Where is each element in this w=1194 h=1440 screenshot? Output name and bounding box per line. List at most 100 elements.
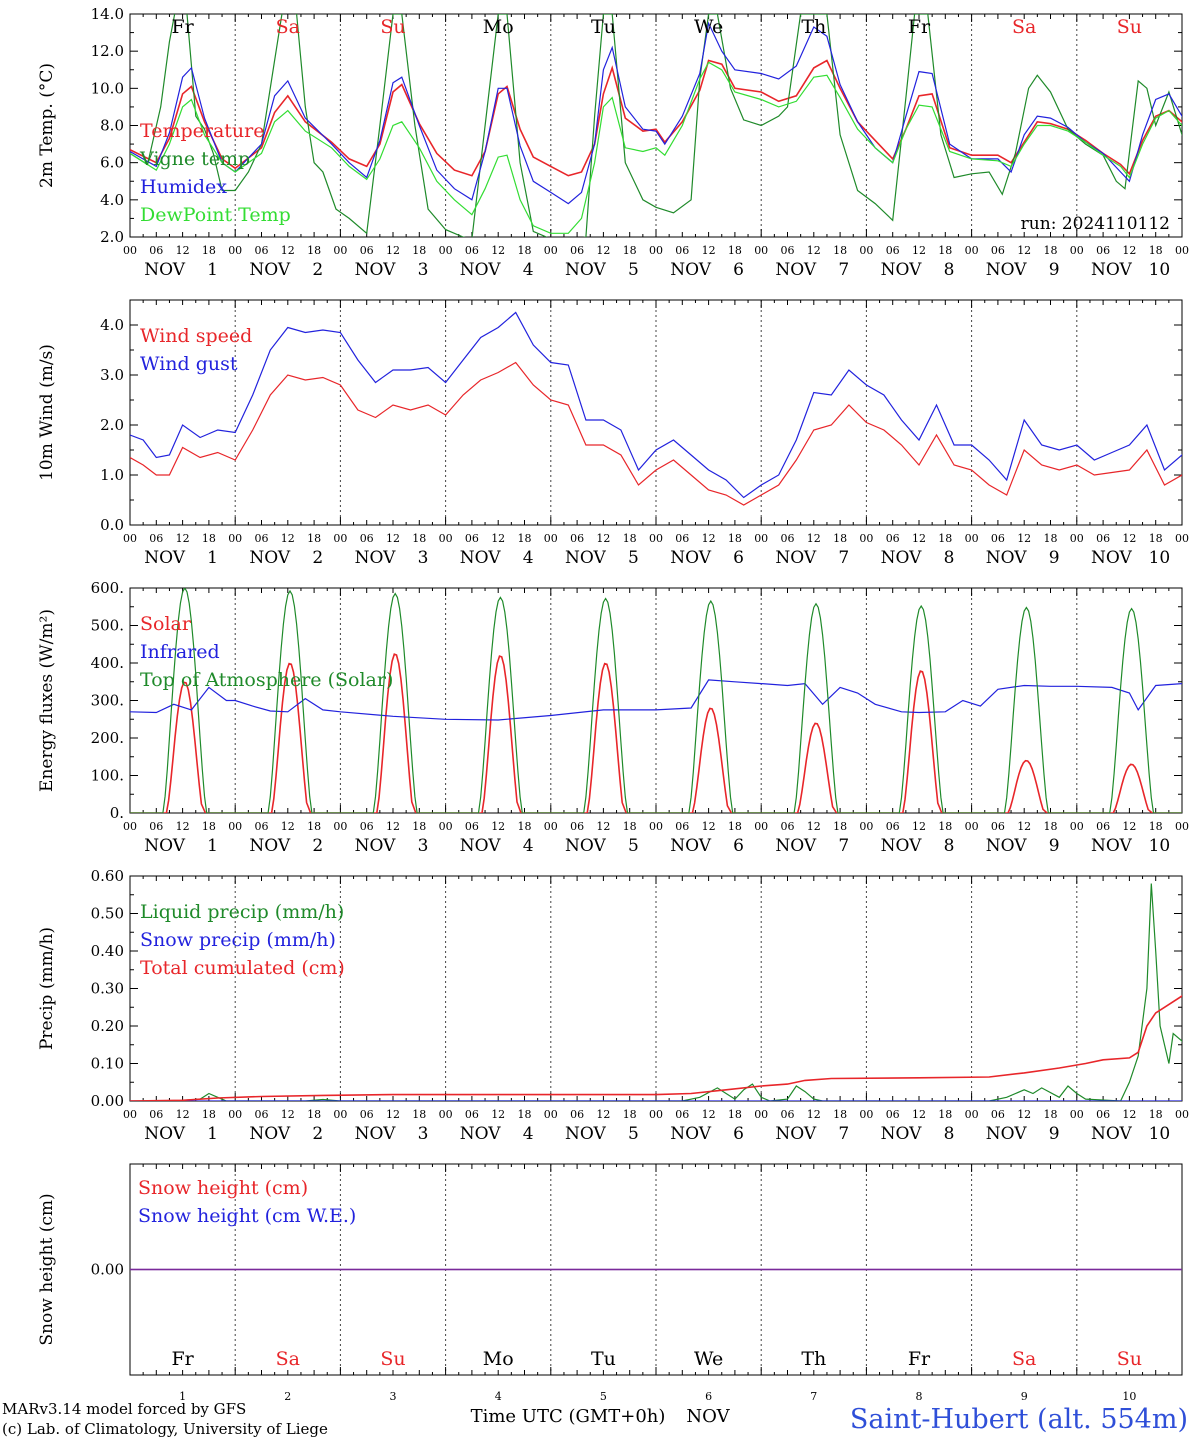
x-tick-label: 06 — [360, 532, 374, 545]
y-tick-label: 200. — [91, 729, 124, 747]
date-month: NOV — [144, 260, 186, 280]
x-tick-label: 18 — [202, 244, 216, 257]
series-line-temperature — [130, 59, 1182, 177]
date-month: NOV — [881, 836, 923, 856]
y-tick-label: 4.0 — [100, 191, 124, 209]
x-tick-label: 12 — [386, 820, 400, 833]
x-tick-label: 00 — [859, 1108, 873, 1121]
x-tick-label: 18 — [412, 532, 426, 545]
x-tick-label: 00 — [228, 1108, 242, 1121]
x-tick-label: 00 — [649, 1108, 663, 1121]
x-tick-label: 12 — [807, 244, 821, 257]
series-group — [130, 588, 1182, 813]
x-tick-label: 18 — [938, 532, 952, 545]
date-month: NOV — [565, 836, 607, 856]
x-tick-label: 06 — [360, 1108, 374, 1121]
x-tick-label: 06 — [675, 532, 689, 545]
x-tick-label: 06 — [1096, 1108, 1110, 1121]
x-tick-label: 06 — [991, 820, 1005, 833]
x-tick-label: 00 — [1070, 244, 1084, 257]
weekday-label: We — [694, 1348, 723, 1370]
y-tick-label: 0.00 — [91, 1092, 124, 1110]
series-line-infrared — [130, 679, 1182, 721]
x-tick-label: 12 — [702, 532, 716, 545]
y-tick-label: 0.40 — [91, 942, 124, 960]
weekday-label: Su — [380, 16, 405, 38]
x-tick-label: 12 — [1122, 244, 1136, 257]
y-tick-label: 0. — [110, 804, 124, 822]
x-tick-label: 12 — [702, 1108, 716, 1121]
x-tick-label: 00 — [333, 1108, 347, 1121]
x-tick-label: 18 — [202, 1108, 216, 1121]
x-tick-label: 12 — [176, 532, 190, 545]
date-day: 1 — [207, 260, 218, 280]
date-month: NOV — [355, 836, 397, 856]
date-day: 10 — [1149, 836, 1171, 856]
x-tick-label: 12 — [281, 244, 295, 257]
date-month: NOV — [355, 548, 397, 568]
panel-1: 00 06 12 18 00 06 12 18 00 06 12 18 00 06 12 18 00 06 12 18… — [37, 5, 1189, 280]
x-tick-label: 12 — [491, 1108, 505, 1121]
x-tick-label: 06 — [149, 820, 163, 833]
x-tick-label: 12 — [596, 244, 610, 257]
x-tick-label: 00 — [965, 1108, 979, 1121]
y-tick-label: 10.0 — [91, 79, 124, 97]
panel-2: 00 06 12 18 00 06 12 18 00 06 12 18 00 06 12 18 00 06 12 18… — [37, 299, 1189, 568]
x-tick-label: 06 — [886, 1108, 900, 1121]
y-axis-label: Snow height (cm) — [37, 1193, 57, 1345]
x-tick-label: 18 — [833, 244, 847, 257]
weekday-label: Mo — [483, 16, 514, 38]
date-month: NOV — [355, 1124, 397, 1144]
date-month: NOV — [460, 836, 502, 856]
day-number: 4 — [495, 1390, 502, 1403]
x-tick-label: 00 — [754, 820, 768, 833]
weekday-label: Mo — [483, 1348, 514, 1370]
x-tick-label: 00 — [123, 532, 137, 545]
x-tick-label: 06 — [255, 244, 269, 257]
x-tick-label: 18 — [1149, 1108, 1163, 1121]
date-day: 2 — [312, 836, 323, 856]
date-month: NOV — [565, 548, 607, 568]
x-tick-label: 18 — [412, 244, 426, 257]
x-tick-label: 00 — [544, 1108, 558, 1121]
x-tick-label: 00 — [649, 244, 663, 257]
x-tick-label: 00 — [439, 1108, 453, 1121]
legend-entry: Snow precip (mm/h) — [140, 929, 336, 951]
date-month: NOV — [249, 1124, 291, 1144]
date-month: NOV — [565, 260, 607, 280]
x-tick-label: 18 — [1149, 532, 1163, 545]
date-month: NOV — [355, 260, 397, 280]
x-tick-label: 18 — [1044, 820, 1058, 833]
date-month: NOV — [249, 836, 291, 856]
y-tick-label: 0.10 — [91, 1055, 124, 1073]
y-tick-label: 8.0 — [100, 117, 124, 135]
x-tick-label: 12 — [596, 1108, 610, 1121]
x-tick-label: 00 — [649, 820, 663, 833]
x-tick-label: 06 — [149, 1108, 163, 1121]
x-tick-label: 00 — [1175, 532, 1189, 545]
x-tick-label: 06 — [255, 1108, 269, 1121]
date-day: 5 — [628, 1124, 639, 1144]
y-axis-label: Energy fluxes (W/m²) — [37, 609, 57, 792]
series-line-liquid-precip-mm-h- — [130, 883, 1182, 1101]
weekday-label: Sa — [1012, 16, 1036, 38]
date-day: 9 — [1049, 836, 1060, 856]
x-tick-label: 18 — [202, 820, 216, 833]
x-tick-label: 06 — [1096, 244, 1110, 257]
x-tick-label: 06 — [886, 820, 900, 833]
date-day: 8 — [944, 260, 955, 280]
x-tick-label: 06 — [781, 820, 795, 833]
x-tick-label: 00 — [439, 820, 453, 833]
x-tick-label: 06 — [675, 1108, 689, 1121]
y-axis-label: Precip (mm/h) — [37, 927, 57, 1050]
date-month: NOV — [144, 1124, 186, 1144]
series-line-wind-gust — [130, 311, 1182, 499]
date-day: 9 — [1049, 1124, 1060, 1144]
x-tick-label: 06 — [149, 532, 163, 545]
x-tick-label: 18 — [833, 1108, 847, 1121]
weekday-label: Sa — [276, 16, 300, 38]
model-credit: MARv3.14 model forced by GFS — [2, 1400, 246, 1418]
day-number: 8 — [916, 1390, 923, 1403]
date-month: NOV — [881, 548, 923, 568]
